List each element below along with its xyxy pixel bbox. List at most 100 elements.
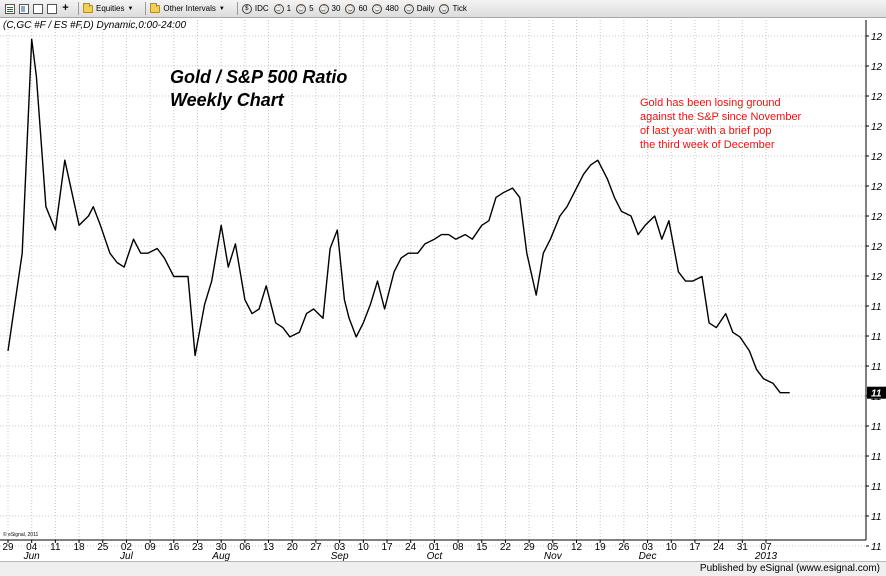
interval-icon: ⌚	[439, 3, 450, 14]
x-tick-label: 06	[239, 542, 251, 553]
x-tick-label: 31	[737, 542, 749, 553]
y-axis-panel	[866, 20, 886, 540]
interval-button-daily[interactable]: ⌚ Daily	[403, 3, 435, 14]
x-tick-label: 23	[192, 542, 204, 553]
window-icon[interactable]	[32, 3, 43, 14]
folder-icon	[150, 2, 161, 13]
interval-button-480[interactable]: ⌚ 480	[372, 3, 399, 14]
x-month-label: Nov	[544, 551, 563, 561]
x-tick-label: 24	[405, 542, 417, 553]
x-tick-label: 18	[74, 542, 86, 553]
x-tick-label: 19	[595, 542, 607, 553]
x-tick-label: 22	[500, 542, 512, 553]
footer-bar: Published by eSignal (www.esignal.com)	[0, 561, 886, 576]
crop-icon[interactable]	[46, 3, 57, 14]
x-tick-label: 02	[121, 542, 133, 553]
x-month-label: Dec	[639, 551, 657, 561]
toolbar-separator	[236, 2, 238, 15]
interval-icon: ⌚	[296, 3, 307, 14]
chart-title: Gold / S&P 500 Ratio	[170, 67, 347, 87]
y-tick-label: 11	[871, 302, 881, 313]
x-month-label: Oct	[427, 551, 444, 561]
toolbar-separator	[78, 2, 79, 15]
interval-icon: $	[241, 3, 252, 14]
y-tick-label: 12	[871, 272, 883, 283]
x-tick-label: 10	[666, 542, 678, 553]
y-tick-label: 11	[871, 542, 881, 553]
interval-button-1[interactable]: ⌚ 1	[273, 3, 292, 14]
x-tick-label: 05	[547, 542, 559, 553]
price-chart[interactable]: 12 12 12 12 12 12 12 12 12 11 11 11 11 11 11 11 11 11 29 0…	[0, 0, 886, 561]
interval-label: 30	[331, 4, 341, 13]
y-tick-label: 12	[871, 182, 883, 193]
x-month-label: Jul	[119, 551, 134, 561]
x-tick-label: 29	[524, 542, 536, 553]
x-tick-label: 29	[2, 542, 14, 553]
interval-label: 1	[286, 4, 292, 13]
interval-icon: ⌚	[273, 3, 284, 14]
interval-button-60[interactable]: ⌚ 60	[345, 3, 367, 14]
x-tick-label: 07	[760, 542, 772, 553]
x-tick-label: 16	[168, 542, 180, 553]
folder-icon	[83, 2, 93, 13]
y-tick-label: 11	[871, 482, 881, 493]
interval-icon: ⌚	[403, 3, 414, 14]
x-tick-label: 27	[310, 542, 322, 553]
x-tick-label: 30	[216, 542, 228, 553]
x-tick-label: 09	[145, 542, 157, 553]
symbol-description: (C,GC #F / ES #F,D) Dynamic,0:00-24:00	[3, 20, 187, 31]
y-tick-label: 12	[871, 122, 883, 133]
interval-icon: ⌚	[372, 3, 383, 14]
y-tick-label: 11	[871, 362, 881, 373]
y-tick-label: 12	[871, 152, 883, 163]
toolbar: + Equities ▼ Other Intervals ▼ $ IDC ⌚ 1…	[0, 0, 886, 18]
last-value-marker	[867, 386, 886, 399]
interval-button-tick[interactable]: ⌚ Tick	[439, 3, 467, 14]
interval-button-idc[interactable]: $ IDC	[241, 3, 269, 14]
x-tick-label: 10	[358, 542, 370, 553]
y-tick-label: 11	[871, 422, 881, 433]
x-month-label: Sep	[331, 551, 349, 561]
x-tick-label: 11	[50, 542, 61, 553]
toolbar-separator	[145, 2, 147, 15]
interval-label: 480	[385, 4, 399, 13]
x-tick-label: 17	[381, 542, 393, 553]
y-tick-label: 11	[871, 332, 881, 343]
chart-subtitle: Weekly Chart	[170, 90, 285, 110]
x-tick-label: 20	[287, 542, 299, 553]
interval-button-30[interactable]: ⌚ 30	[318, 3, 341, 14]
x-tick-label: 13	[263, 542, 275, 553]
x-tick-label: 17	[689, 542, 701, 553]
x-month-label: 2013	[754, 551, 778, 561]
x-axis-labels: 29 04 11 18 25 02 09 16 23 30 06 13 20 27 03 10 17 24 01 08…	[2, 540, 778, 561]
y-tick-label: 12	[871, 212, 883, 223]
y-tick-label: 12	[871, 32, 883, 43]
last-value-label: 11	[871, 389, 882, 400]
add-icon[interactable]: +	[62, 2, 69, 14]
interval-button-5[interactable]: ⌚ 5	[296, 3, 314, 14]
x-tick-label: 04	[26, 542, 38, 553]
interval-label: Daily	[416, 4, 435, 13]
gridlines	[0, 20, 866, 547]
x-tick-label: 01	[429, 542, 441, 553]
y-tick-label: 12	[871, 242, 883, 253]
copyright-watermark: © eSignal, 2011	[3, 531, 39, 538]
chevron-down-icon: ▼	[127, 5, 134, 12]
x-tick-label: 15	[476, 542, 488, 553]
chevron-down-icon: ▼	[218, 5, 225, 12]
series-layer: 11	[7, 38, 886, 400]
other-intervals-label: Other Intervals	[163, 4, 216, 13]
interval-label: IDC	[254, 4, 269, 13]
interval-label: 5	[309, 4, 314, 13]
x-month-label: Aug	[211, 551, 230, 561]
annotation-line-1: Gold has been losing ground	[640, 97, 781, 109]
annotation-line-3: of last year with a brief pop	[640, 125, 771, 137]
other-intervals-dropdown[interactable]: Other Intervals ▼	[150, 2, 227, 13]
chart-layout-icon[interactable]	[4, 3, 15, 14]
page-icon[interactable]	[18, 3, 29, 14]
equities-dropdown[interactable]: Equities ▼	[83, 2, 136, 13]
annotation-line-4: the third week of December	[640, 139, 775, 151]
x-tick-label: 03	[334, 542, 346, 553]
y-tick-label: 11	[871, 452, 881, 463]
x-tick-label: 24	[713, 542, 725, 553]
